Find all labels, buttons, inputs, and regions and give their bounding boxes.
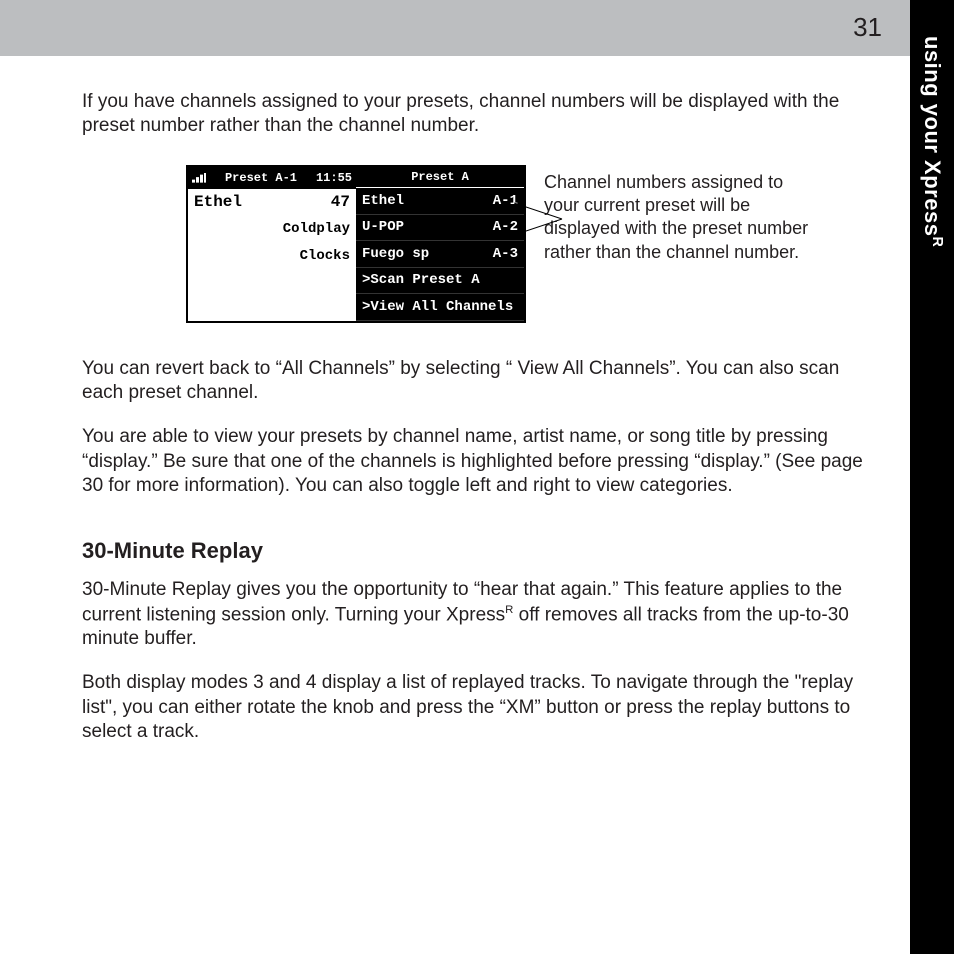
lcd-right-row: Ethel A-1 xyxy=(356,188,524,214)
lcd-cell: Ethel xyxy=(362,194,404,208)
lcd-left-row: Clocks xyxy=(188,243,356,270)
side-tab-super: R xyxy=(929,236,945,247)
lcd-cell: >Scan Preset A xyxy=(362,273,480,287)
lcd-cell: 47 xyxy=(331,194,350,210)
lcd-cell: A-3 xyxy=(493,247,518,261)
callout-connector xyxy=(514,189,574,249)
lcd-left-panel: Preset A-1 11:55 Ethel 47 Coldplay Clock… xyxy=(188,167,356,321)
paragraph-replay-1: 30-Minute Replay gives you the opportuni… xyxy=(82,578,870,651)
signal-icon xyxy=(192,173,206,183)
lcd-left-preset: Preset A-1 xyxy=(225,172,297,184)
paragraph-revert: You can revert back to “All Channels” by… xyxy=(82,357,870,406)
side-tab-text: using your Xpress xyxy=(920,36,945,236)
lcd-figure-block: Preset A-1 11:55 Ethel 47 Coldplay Clock… xyxy=(82,165,870,323)
paragraph-replay-2: Both display modes 3 and 4 display a lis… xyxy=(82,671,870,744)
lcd-right-row: U-POP A-2 xyxy=(356,215,524,241)
side-tab-label: using your XpressR xyxy=(919,36,945,247)
top-gray-bar xyxy=(0,0,954,56)
lcd-cell: >View All Channels xyxy=(362,300,513,314)
paragraph-view-presets: You are able to view your presets by cha… xyxy=(82,425,870,498)
lcd-right-row: >View All Channels xyxy=(356,294,524,320)
lcd-right-panel: Preset A Ethel A-1 U-POP A-2 Fuego sp A-… xyxy=(356,167,524,321)
lcd-right-row: Fuego sp A-3 xyxy=(356,241,524,267)
intro-paragraph: If you have channels assigned to your pr… xyxy=(82,90,870,139)
lcd-right-row: >Scan Preset A xyxy=(356,268,524,294)
page-number: 31 xyxy=(853,12,882,43)
lcd-left-row: Ethel 47 xyxy=(188,189,356,216)
page-content: If you have channels assigned to your pr… xyxy=(82,90,870,764)
lcd-right-title: Preset A xyxy=(411,171,469,183)
lcd-left-row: Coldplay xyxy=(188,216,356,243)
side-tab: using your XpressR xyxy=(910,0,954,954)
lcd-screenshot: Preset A-1 11:55 Ethel 47 Coldplay Clock… xyxy=(186,165,526,323)
callout-text: Channel numbers assigned to your current… xyxy=(544,165,820,265)
lcd-cell: Clocks xyxy=(300,249,350,263)
lcd-right-header: Preset A xyxy=(356,167,524,189)
lcd-left-header: Preset A-1 11:55 xyxy=(188,167,356,189)
lcd-cell: Coldplay xyxy=(283,222,350,236)
lcd-left-time: 11:55 xyxy=(316,172,352,184)
lcd-cell: Fuego sp xyxy=(362,247,429,261)
lcd-cell: Ethel xyxy=(194,194,242,210)
section-heading-replay: 30-Minute Replay xyxy=(82,538,870,564)
lcd-cell: U-POP xyxy=(362,220,404,234)
